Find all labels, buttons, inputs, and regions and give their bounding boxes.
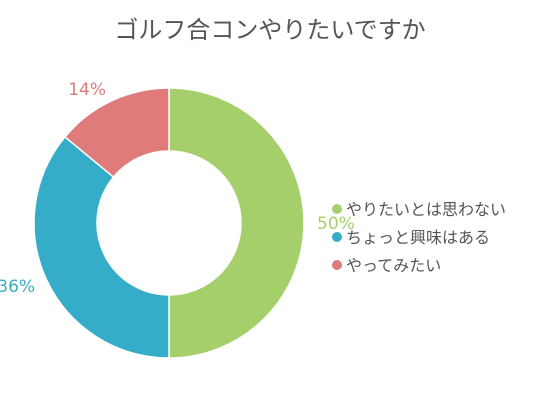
- slice-2-value-label: 36%: [0, 277, 35, 297]
- legend-marker-1: [332, 204, 342, 214]
- legend-label-1: やりたいとは思わない: [346, 200, 506, 219]
- slice-3-value-label: 14%: [68, 80, 106, 100]
- legend-item-2[interactable]: ちょっと興味はある: [332, 228, 490, 247]
- slices-layer: [33, 87, 305, 359]
- legend-label-2: ちょっと興味はある: [346, 228, 490, 247]
- legend-item-3[interactable]: やってみたい: [332, 256, 441, 275]
- legend-item-1[interactable]: やりたいとは思わない: [332, 200, 506, 219]
- labels-layer: 50% 36% 14%: [0, 80, 355, 297]
- legend-marker-3: [332, 260, 342, 270]
- legend-label-3: やってみたい: [346, 256, 441, 275]
- slice-1[interactable]: [168, 87, 305, 359]
- slice-3[interactable]: [63, 87, 170, 179]
- chart-title: ゴルフ合コンやりたいですか: [114, 16, 425, 44]
- slice-2[interactable]: [33, 135, 170, 359]
- slice-1-value-label: 50%: [317, 214, 355, 234]
- legend-marker-2: [332, 232, 342, 242]
